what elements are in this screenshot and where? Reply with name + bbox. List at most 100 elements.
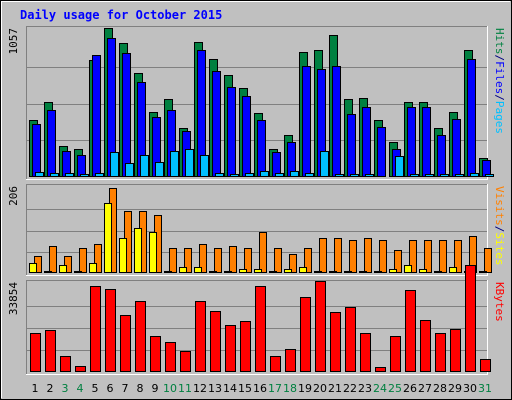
x-tick-label-day: 8	[137, 382, 144, 395]
bar-pages-day-30	[470, 173, 479, 177]
bar-sites-day-6	[104, 203, 112, 273]
legend-sep: /	[493, 226, 506, 233]
x-axis-day-labels: 1 2 3 4 5 6 7 8 9 10 11 12 13 14 15 16 17 18 19 20 21 22 23 24 2…	[32, 382, 493, 395]
bar-sites-day-13	[209, 271, 217, 273]
bar-sites-day-15	[239, 269, 247, 273]
bar-pages-day-26	[410, 174, 419, 177]
bar-pages-day-27	[425, 174, 434, 177]
bar-pages-day-22	[350, 174, 359, 177]
bar-visits-day-10	[169, 248, 177, 273]
bar-visits-day-20	[319, 238, 327, 273]
bar-sites-day-19	[299, 267, 307, 273]
x-tick-label-day: 18	[283, 382, 297, 395]
bar-visits-day-29	[454, 240, 462, 273]
x-tick-label-day: 15	[238, 382, 252, 395]
bar-sites-day-17	[269, 271, 277, 273]
bar-sites-day-12	[194, 267, 202, 273]
bar-sites-day-22	[344, 271, 352, 273]
x-tick-label-day: 27	[418, 382, 432, 395]
x-tick-label-day: 5	[92, 382, 99, 395]
bar-visits-day-16	[259, 232, 267, 273]
x-tick-label-day: 28	[433, 382, 447, 395]
legend-sep: /	[493, 55, 506, 62]
bar-kbytes-day-19	[300, 297, 311, 372]
legend-visits: Visits	[493, 186, 506, 226]
bar-sites-day-3	[59, 265, 67, 273]
bar-pages-day-20	[320, 151, 329, 177]
bar-visits-day-21	[334, 238, 342, 273]
bar-visits-day-3	[64, 256, 72, 273]
bar-pages-day-6	[110, 152, 119, 177]
bar-kbytes-day-4	[75, 366, 86, 372]
bar-kbytes-day-27	[420, 320, 431, 372]
bar-sites-day-26	[404, 265, 412, 273]
x-tick-label-day: 30	[463, 382, 477, 395]
bar-kbytes-day-14	[225, 325, 236, 372]
x-tick-label-day: 11	[178, 382, 192, 395]
bar-sites-day-9	[149, 232, 157, 273]
bar-pages-day-7	[125, 163, 134, 177]
bar-kbytes-day-9	[150, 336, 161, 372]
bar-pages-day-17	[275, 173, 284, 177]
bar-files-day-4	[77, 155, 86, 177]
bar-files-day-7	[122, 53, 131, 177]
x-tick-label-day: 4	[77, 382, 84, 395]
legend-hits: Hits	[493, 28, 506, 55]
bar-pages-day-3	[65, 173, 74, 177]
bar-sites-day-27	[419, 269, 427, 273]
bar-sites-day-21	[329, 271, 337, 273]
bar-kbytes-day-31	[480, 359, 491, 372]
bar-kbytes-day-7	[120, 315, 131, 372]
bar-visits-day-11	[184, 248, 192, 273]
x-tick-label-day: 22	[343, 382, 357, 395]
bar-files-day-19	[302, 66, 311, 177]
bar-files-day-29	[452, 119, 461, 177]
panel-max-label: 33854	[7, 282, 20, 315]
bar-pages-day-15	[245, 173, 254, 177]
bar-sites-day-1	[29, 263, 37, 273]
bar-sites-day-25	[389, 269, 397, 273]
panel-visits: 206 Visits/Sites	[7, 184, 506, 276]
bar-kbytes-day-5	[90, 286, 101, 372]
bar-files-day-21	[332, 66, 341, 177]
bar-visits-day-24	[379, 240, 387, 273]
bar-sites-day-4	[74, 271, 82, 273]
bar-kbytes-day-12	[195, 301, 206, 372]
bar-pages-day-29	[455, 174, 464, 177]
chart-title: Daily usage for October 2015	[20, 8, 222, 22]
x-tick-label-day: 24	[373, 382, 387, 395]
bar-kbytes-day-22	[345, 307, 356, 372]
x-tick-label-day: 1	[32, 382, 39, 395]
legend-pages: Pages	[493, 101, 506, 134]
bar-sites-day-28	[434, 271, 442, 273]
panel-kbytes: 33854 KBytes	[7, 265, 506, 375]
bar-visits-day-25	[394, 250, 402, 273]
bar-visits-day-19	[304, 248, 312, 273]
bar-sites-day-10	[164, 271, 172, 273]
bar-sites-day-5	[89, 263, 97, 273]
panel-max-label: 206	[7, 186, 20, 206]
bar-visits-day-12	[199, 244, 207, 273]
bar-sites-day-8	[134, 228, 142, 273]
bar-visits-day-18	[289, 254, 297, 273]
bar-pages-day-11	[185, 149, 194, 177]
bar-kbytes-day-3	[60, 356, 71, 372]
bar-sites-day-31	[479, 271, 487, 273]
bar-files-day-1	[32, 124, 41, 177]
bar-pages-day-8	[140, 155, 149, 177]
panel-legend: Visits/Sites	[493, 186, 506, 266]
x-tick-label-day: 13	[208, 382, 222, 395]
bar-pages-day-21	[335, 174, 344, 177]
bar-kbytes-day-18	[285, 349, 296, 372]
bar-kbytes-day-8	[135, 301, 146, 372]
bar-files-day-22	[347, 114, 356, 177]
bar-sites-day-14	[224, 271, 232, 273]
bar-files-day-3	[62, 151, 71, 177]
bar-files-day-26	[407, 107, 416, 177]
bar-sites-day-16	[254, 269, 262, 273]
bar-pages-day-5	[95, 173, 104, 177]
panel-max-label: 1057	[7, 28, 20, 55]
bar-pages-day-19	[305, 173, 314, 177]
x-tick-label-day: 23	[358, 382, 372, 395]
bar-kbytes-day-6	[105, 289, 116, 372]
